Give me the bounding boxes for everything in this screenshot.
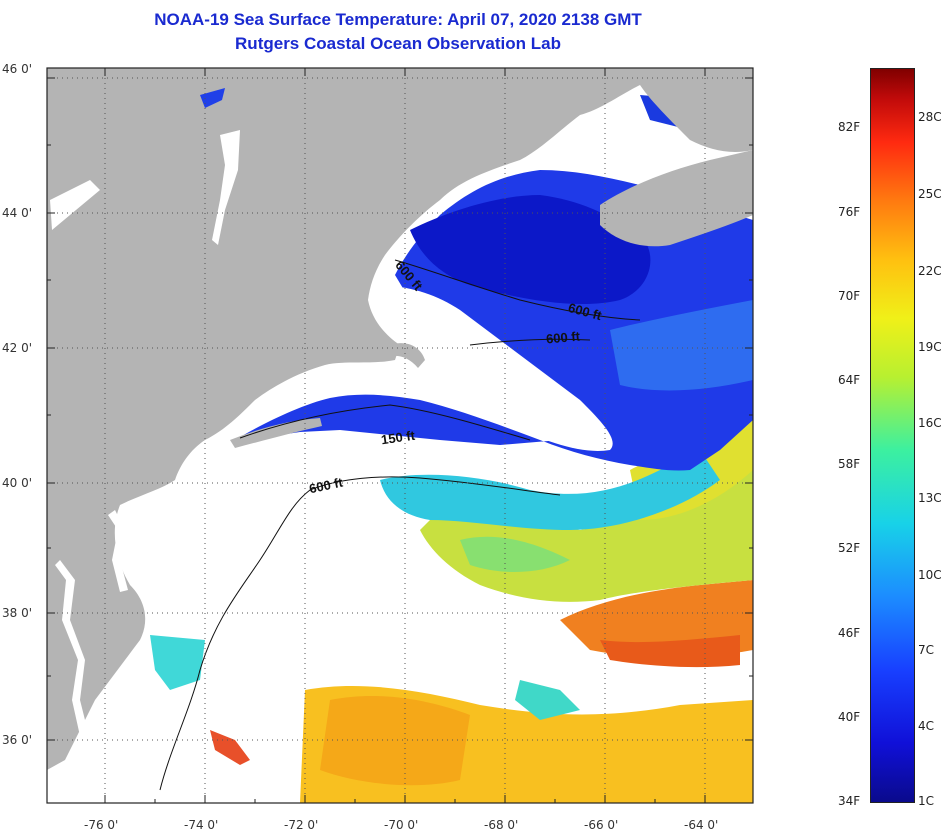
lat-tick-44: 44 0': [2, 206, 33, 220]
lon-tick-76: -76 0': [84, 818, 119, 832]
lon-tick-66: -66 0': [584, 818, 619, 832]
slope-eddy: [460, 536, 570, 572]
colorbar-f-40: 40F: [838, 710, 861, 724]
colorbar-f-52: 52F: [838, 541, 861, 555]
georges-bank-water: [610, 300, 753, 391]
colorbar-c-7: 7C: [918, 643, 935, 657]
axis-ticks: [47, 68, 753, 803]
colorbar-c-16: 16C: [918, 416, 942, 430]
lon-tick-72: -72 0': [284, 818, 319, 832]
contour-label-600ft-georges: 600 ft: [545, 328, 581, 347]
cyan-patch: [150, 635, 205, 690]
lon-tick-68: -68 0': [484, 818, 519, 832]
colorbar-c-28: 28C: [918, 110, 942, 124]
colorbar-c-25: 25C: [918, 187, 942, 201]
colorbar-f-82: 82F: [838, 120, 861, 134]
gulf-of-maine-cold: [410, 195, 651, 305]
nova-scotia: [600, 150, 753, 247]
lon-tick-74: -74 0': [184, 818, 219, 832]
colorbar-f-64: 64F: [838, 373, 861, 387]
lake-ontario: [50, 180, 100, 230]
warm-filament: [210, 730, 250, 765]
colorbar-f-70: 70F: [838, 289, 861, 303]
cape-cod: [390, 343, 425, 368]
colorbar-f-58: 58F: [838, 457, 861, 471]
lon-tick-70: -70 0': [384, 818, 419, 832]
colorbar-c-13: 13C: [918, 491, 942, 505]
map-subtitle: Rutgers Coastal Ocean Observation Lab: [235, 34, 561, 53]
lat-tick-40: 40 0': [2, 476, 33, 490]
lat-tick-38: 38 0': [2, 606, 33, 620]
colorbar-c-4: 4C: [918, 719, 935, 733]
lat-tick-42: 42 0': [2, 341, 33, 355]
cloud-patch: [359, 286, 613, 451]
contour-150ft: [239, 404, 531, 441]
colorbar-c-19: 19C: [918, 340, 942, 354]
map-frame: [46, 67, 754, 804]
lon-tick-64: -64 0': [684, 818, 719, 832]
colorbar-c-10: 10C: [918, 568, 942, 582]
long-island: [230, 418, 322, 448]
warm-core: [320, 695, 470, 786]
colorbar-f-46: 46F: [838, 626, 861, 640]
contour-600ft-georges: [469, 338, 591, 346]
chesapeake-bay: [55, 560, 90, 745]
lat-tick-36: 36 0': [2, 733, 33, 747]
shelf-break-water: [380, 450, 720, 530]
colorbar-f-76: 76F: [838, 205, 861, 219]
map-title: NOAA-19 Sea Surface Temperature: April 0…: [154, 10, 642, 29]
contour-600ft-south: [159, 476, 561, 791]
contour-600ft-gom: [394, 259, 641, 321]
delaware-bay: [108, 510, 128, 592]
colorbar-c-1: 1C: [918, 794, 935, 808]
temperature-colorbar: [870, 68, 915, 803]
cyan-patch-2: [515, 680, 580, 720]
lat-tick-46: 46 0': [2, 62, 33, 76]
inland-lake: [200, 88, 225, 108]
land-mass: [47, 68, 753, 770]
lake-champlain: [212, 130, 240, 245]
colorbar-f-34: 34F: [838, 794, 861, 808]
colorbar-c-22: 22C: [918, 264, 942, 278]
